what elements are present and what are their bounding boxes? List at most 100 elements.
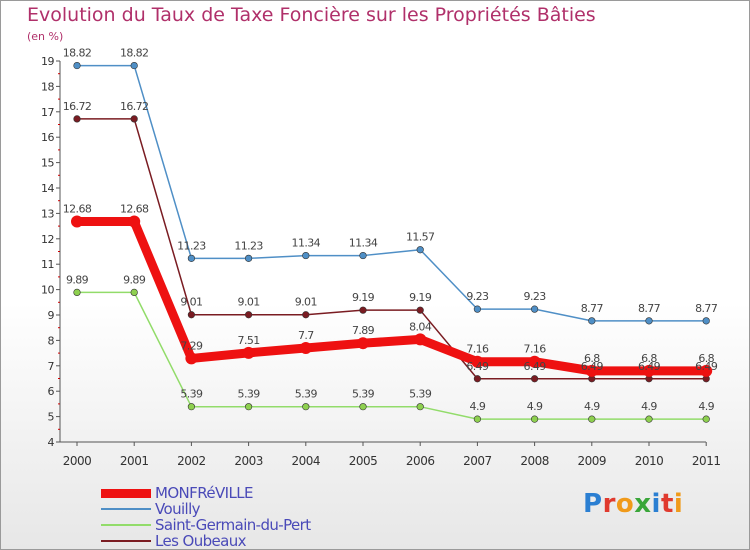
data-point — [645, 415, 653, 423]
data-point — [130, 61, 138, 70]
data-point — [359, 403, 367, 411]
data-point — [585, 364, 598, 377]
data-label: 8.77 — [638, 302, 661, 315]
data-label: 11.34 — [349, 237, 378, 250]
line-chart: 4 5 6 7 8 9 10 11 12 13 14 15 16 17 18 19 2000 2001 2002 20… — [41, 47, 721, 468]
y-tick-label: 10 — [41, 284, 54, 297]
legend-item: Les Oubeaux — [101, 533, 311, 549]
y-tick-label: 17 — [41, 106, 54, 119]
data-point — [187, 403, 195, 411]
data-label: 11.23 — [234, 239, 263, 252]
data-label: 18.82 — [120, 47, 149, 60]
data-label: 5.39 — [409, 388, 432, 401]
data-point — [242, 346, 255, 359]
data-point — [128, 215, 141, 228]
data-label: 16.72 — [120, 100, 149, 113]
data-label: 4.9 — [641, 400, 657, 413]
data-point — [702, 415, 710, 423]
data-label: 5.39 — [180, 388, 203, 401]
y-tick-label: 6 — [48, 385, 55, 398]
x-tick-label: 2005 — [349, 454, 378, 468]
series-line — [76, 118, 707, 380]
data-label: 9.01 — [238, 296, 260, 309]
data-label: 5.39 — [295, 388, 318, 401]
data-point — [71, 215, 83, 228]
x-tick-label: 2008 — [520, 454, 549, 468]
logo-letter: x — [634, 489, 652, 519]
data-label: 4.9 — [470, 400, 486, 413]
data-label: 6.49 — [524, 360, 547, 373]
data-point — [245, 254, 253, 262]
data-point — [588, 415, 596, 423]
data-label: 6.49 — [638, 360, 661, 373]
data-point — [359, 306, 367, 314]
data-point — [473, 415, 482, 423]
data-label: 9.19 — [409, 291, 432, 304]
data-point — [73, 61, 81, 70]
series-saint-germain-du-pert — [73, 288, 710, 423]
logo-letter: i — [651, 489, 661, 519]
legend-swatch — [101, 508, 151, 510]
data-label: 5.39 — [352, 388, 375, 401]
y-tick-label: 15 — [41, 157, 54, 170]
series-monfr-ville — [71, 215, 713, 377]
y-tick-label: 9 — [48, 309, 55, 322]
data-point — [528, 355, 541, 368]
series-les-oubeaux — [73, 115, 710, 383]
legend-swatch — [101, 540, 151, 542]
data-label: 6.49 — [466, 360, 489, 373]
data-label: 12.68 — [63, 203, 92, 216]
data-label: 4.9 — [584, 400, 600, 413]
data-label: 11.23 — [177, 239, 206, 252]
logo-letter: t — [660, 489, 674, 519]
data-point — [471, 355, 484, 368]
series-line — [76, 64, 707, 322]
series-line — [72, 217, 711, 376]
x-tick-label: 2006 — [406, 454, 435, 468]
data-label: 9.23 — [524, 290, 547, 303]
data-label: 9.89 — [123, 273, 146, 286]
legend-item: Vouilly — [101, 501, 311, 517]
data-point — [530, 305, 539, 313]
data-label: 6.8 — [698, 352, 714, 365]
logo-letter: r — [602, 489, 616, 519]
data-point — [530, 375, 539, 383]
y-tick-label: 12 — [41, 233, 54, 246]
data-point — [645, 317, 653, 325]
y-tick-label: 18 — [41, 80, 54, 93]
legend-item: MONFRéVILLE — [101, 485, 311, 501]
y-tick-label: 7 — [48, 360, 55, 373]
data-point — [700, 364, 713, 377]
data-label: 18.82 — [63, 47, 92, 60]
data-point — [299, 342, 312, 355]
data-label: 8.77 — [581, 302, 604, 315]
unit-label: (en %) — [27, 30, 64, 43]
x-tick-label: 2011 — [692, 454, 721, 468]
data-point — [130, 115, 138, 123]
data-label: 9.23 — [466, 290, 489, 303]
data-point — [416, 306, 424, 314]
data-point — [530, 415, 539, 423]
data-label: 7.7 — [298, 329, 314, 342]
data-point — [302, 251, 310, 260]
legend-label: MONFRéVILLE — [155, 484, 253, 502]
y-tick-label: 14 — [41, 182, 54, 195]
data-label: 4.9 — [527, 400, 543, 413]
x-tick-label: 2002 — [177, 454, 206, 468]
data-label: 5.39 — [238, 388, 261, 401]
data-label: 9.19 — [352, 291, 375, 304]
x-tick-label: 2001 — [120, 454, 149, 468]
legend-label: Vouilly — [155, 500, 201, 518]
y-tick-label: 19 — [41, 55, 54, 68]
x-tick-label: 2000 — [63, 454, 92, 468]
data-point — [73, 115, 81, 123]
y-tick-label: 16 — [41, 131, 54, 144]
legend-item: Saint-Germain-du-Pert — [101, 517, 311, 533]
proxiti-logo: Proxiti — [583, 489, 683, 519]
data-label: 9.01 — [295, 296, 317, 309]
data-point — [473, 375, 482, 383]
data-point — [416, 403, 424, 411]
x-tick-label: 2004 — [292, 454, 321, 468]
data-label: 6.8 — [584, 352, 600, 365]
